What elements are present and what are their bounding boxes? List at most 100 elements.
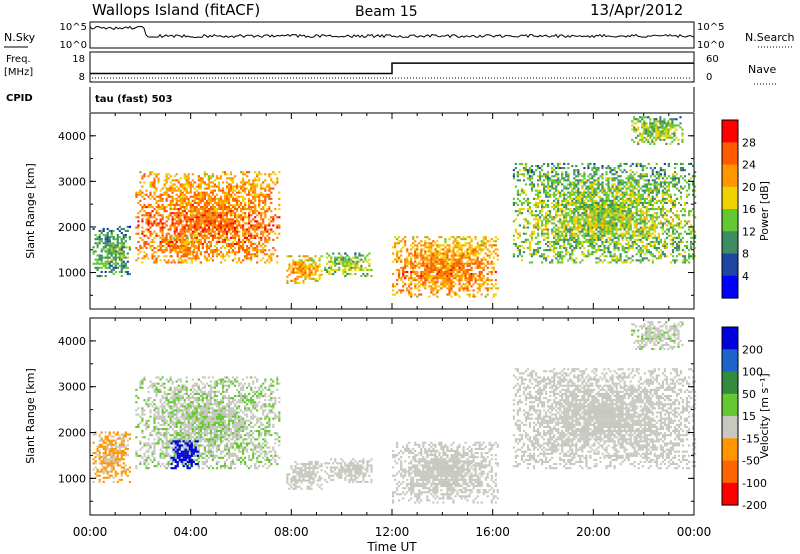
power-cell bbox=[577, 222, 580, 225]
power-cell bbox=[246, 181, 249, 184]
power-cell bbox=[563, 203, 566, 206]
power-cell bbox=[571, 183, 574, 186]
power-cell bbox=[225, 245, 229, 248]
power-cell bbox=[108, 248, 111, 251]
power-cell bbox=[621, 226, 624, 229]
power-cell bbox=[244, 214, 247, 217]
power-cell bbox=[623, 247, 626, 250]
power-cell bbox=[549, 177, 552, 180]
power-cell bbox=[458, 264, 461, 267]
power-cell bbox=[290, 269, 293, 272]
power-cell bbox=[494, 283, 497, 286]
power-cell bbox=[448, 289, 451, 292]
power-cell bbox=[254, 191, 257, 194]
power-cell bbox=[553, 203, 556, 206]
power-cell bbox=[217, 206, 220, 209]
power-cell bbox=[450, 285, 453, 288]
power-cell bbox=[448, 258, 451, 261]
power-cell bbox=[637, 175, 640, 178]
power-cell bbox=[254, 208, 257, 211]
power-cell bbox=[400, 289, 403, 292]
power-cell bbox=[179, 206, 182, 209]
power-cell bbox=[203, 173, 206, 176]
power-cell bbox=[165, 191, 168, 194]
power-cell bbox=[262, 206, 265, 209]
power-cell bbox=[398, 289, 401, 292]
power-cell bbox=[324, 266, 327, 269]
power-cell bbox=[430, 287, 433, 290]
power-cell bbox=[468, 242, 471, 245]
power-cell bbox=[623, 203, 626, 206]
power-cell bbox=[179, 214, 182, 217]
power-cell bbox=[274, 214, 277, 217]
power-cell bbox=[446, 277, 449, 280]
power-cell bbox=[635, 201, 638, 204]
power-cell bbox=[238, 240, 241, 243]
power-cell bbox=[432, 244, 435, 247]
power-cell bbox=[526, 208, 530, 211]
power-cell bbox=[193, 187, 196, 190]
power-cell bbox=[569, 226, 572, 229]
power-cell bbox=[607, 249, 610, 252]
power-cell bbox=[454, 264, 457, 267]
power-cell bbox=[250, 240, 253, 243]
power-cell bbox=[223, 247, 227, 250]
power-cell bbox=[187, 183, 190, 186]
power-cell bbox=[609, 224, 612, 227]
power-cell bbox=[609, 169, 612, 172]
power-cell bbox=[512, 220, 515, 223]
power-cell bbox=[199, 251, 202, 254]
power-cell bbox=[238, 245, 241, 248]
power-cell bbox=[452, 277, 455, 280]
power-cell bbox=[522, 240, 526, 243]
power-cell bbox=[153, 259, 156, 262]
power-cell bbox=[484, 287, 487, 290]
power-cell bbox=[334, 270, 337, 273]
power-cell bbox=[207, 224, 210, 227]
power-cell bbox=[635, 197, 638, 200]
power-cell bbox=[442, 283, 445, 286]
power-cell bbox=[225, 238, 229, 241]
power-cell bbox=[426, 258, 429, 261]
power-cell bbox=[223, 218, 227, 221]
power-cell bbox=[575, 240, 578, 243]
power-cell bbox=[165, 210, 168, 213]
power-cell bbox=[597, 245, 600, 248]
power-cell bbox=[238, 257, 241, 260]
power-cell bbox=[579, 214, 582, 217]
power-cell bbox=[179, 222, 182, 225]
power-cell bbox=[195, 226, 198, 229]
power-cell bbox=[346, 262, 349, 265]
power-cell bbox=[406, 264, 409, 267]
power-cell bbox=[528, 249, 532, 252]
power-cell bbox=[124, 264, 127, 267]
power-cell bbox=[408, 285, 411, 288]
power-cell bbox=[190, 259, 193, 262]
power-cell bbox=[268, 218, 271, 221]
power-cell bbox=[643, 222, 646, 225]
power-cell bbox=[340, 258, 343, 261]
power-cell bbox=[96, 236, 99, 239]
power-cell bbox=[242, 187, 245, 190]
power-cell bbox=[183, 232, 186, 235]
power-cell bbox=[543, 206, 546, 209]
power-cell bbox=[480, 266, 483, 269]
power-cell bbox=[193, 230, 196, 233]
power-cell bbox=[141, 261, 144, 264]
power-cell bbox=[270, 210, 273, 213]
power-cell bbox=[296, 269, 299, 272]
power-cell bbox=[250, 214, 253, 217]
power-cell bbox=[227, 226, 231, 229]
power-cell bbox=[432, 275, 435, 278]
power-cell bbox=[406, 262, 409, 265]
power-cell bbox=[609, 218, 612, 221]
power-cell bbox=[344, 266, 347, 269]
power-cell bbox=[342, 256, 345, 259]
power-cell bbox=[458, 252, 461, 255]
power-cell bbox=[534, 236, 538, 239]
power-cell bbox=[165, 199, 168, 202]
power-cell bbox=[312, 267, 315, 270]
power-cell bbox=[185, 230, 188, 233]
power-cell bbox=[625, 226, 628, 229]
power-cell bbox=[149, 226, 152, 229]
